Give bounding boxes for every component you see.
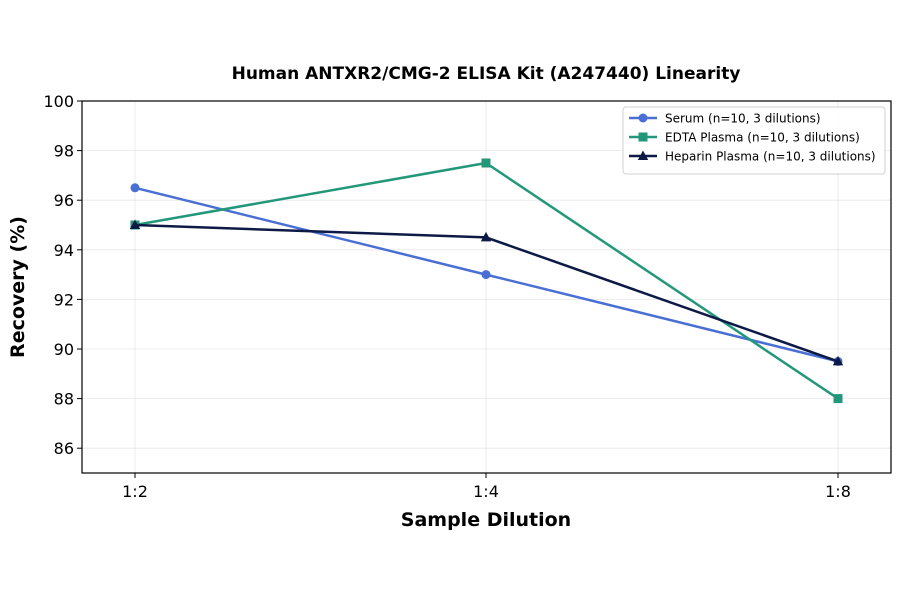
legend-item: Heparin Plasma (n=10, 3 dilutions): [629, 150, 876, 164]
legend-label: Serum (n=10, 3 dilutions): [665, 112, 821, 126]
data-point: [129, 219, 141, 229]
y-tick-label: 96: [54, 191, 74, 210]
series-group: [129, 158, 844, 404]
legend-label: EDTA Plasma (n=10, 3 dilutions): [665, 131, 860, 145]
legend-label: Heparin Plasma (n=10, 3 dilutions): [665, 150, 876, 164]
y-tick-label: 88: [54, 390, 74, 409]
legend-frame: [622, 106, 886, 175]
y-axis: 86 88 90 92 94 96 98 100: [43, 92, 82, 458]
series-3: [129, 219, 844, 366]
data-point: [832, 355, 844, 366]
x-axis: 1:2 1:4 1:8: [122, 473, 851, 501]
chart-title: Human ANTXR2/CMG-2 ELISA Kit (A247440) L…: [232, 64, 741, 84]
data-point: [481, 158, 491, 168]
legend-swatch-marker: [637, 150, 649, 160]
series-line: [134, 223, 839, 363]
series-line: [134, 161, 839, 400]
y-tick-label: 90: [54, 340, 74, 359]
series-2: [130, 158, 843, 404]
y-axis-label: Recovery (%): [7, 216, 29, 358]
legend-swatch-marker: [638, 113, 648, 123]
y-tick-label: 86: [54, 439, 74, 458]
x-tick-label: 1:4: [473, 482, 499, 501]
y-tick-label: 100: [43, 92, 74, 111]
y-tick-label: 92: [54, 290, 74, 309]
x-tick-label: 1:8: [825, 482, 851, 501]
series-1: [130, 183, 843, 366]
data-point: [833, 394, 843, 404]
legend-swatch-marker: [638, 132, 648, 142]
legend-item: EDTA Plasma (n=10, 3 dilutions): [629, 131, 860, 145]
x-axis-label: Sample Dilution: [401, 509, 571, 531]
y-tick-label: 98: [54, 142, 74, 161]
data-point: [481, 270, 491, 280]
legend-item: Serum (n=10, 3 dilutions): [629, 112, 821, 126]
y-tick-label: 94: [54, 241, 74, 260]
data-point: [480, 231, 492, 242]
data-point: [130, 183, 140, 193]
legend: Serum (n=10, 3 dilutions) EDTA Plasma (n=…: [622, 106, 886, 175]
x-tick-label: 1:2: [122, 482, 148, 501]
